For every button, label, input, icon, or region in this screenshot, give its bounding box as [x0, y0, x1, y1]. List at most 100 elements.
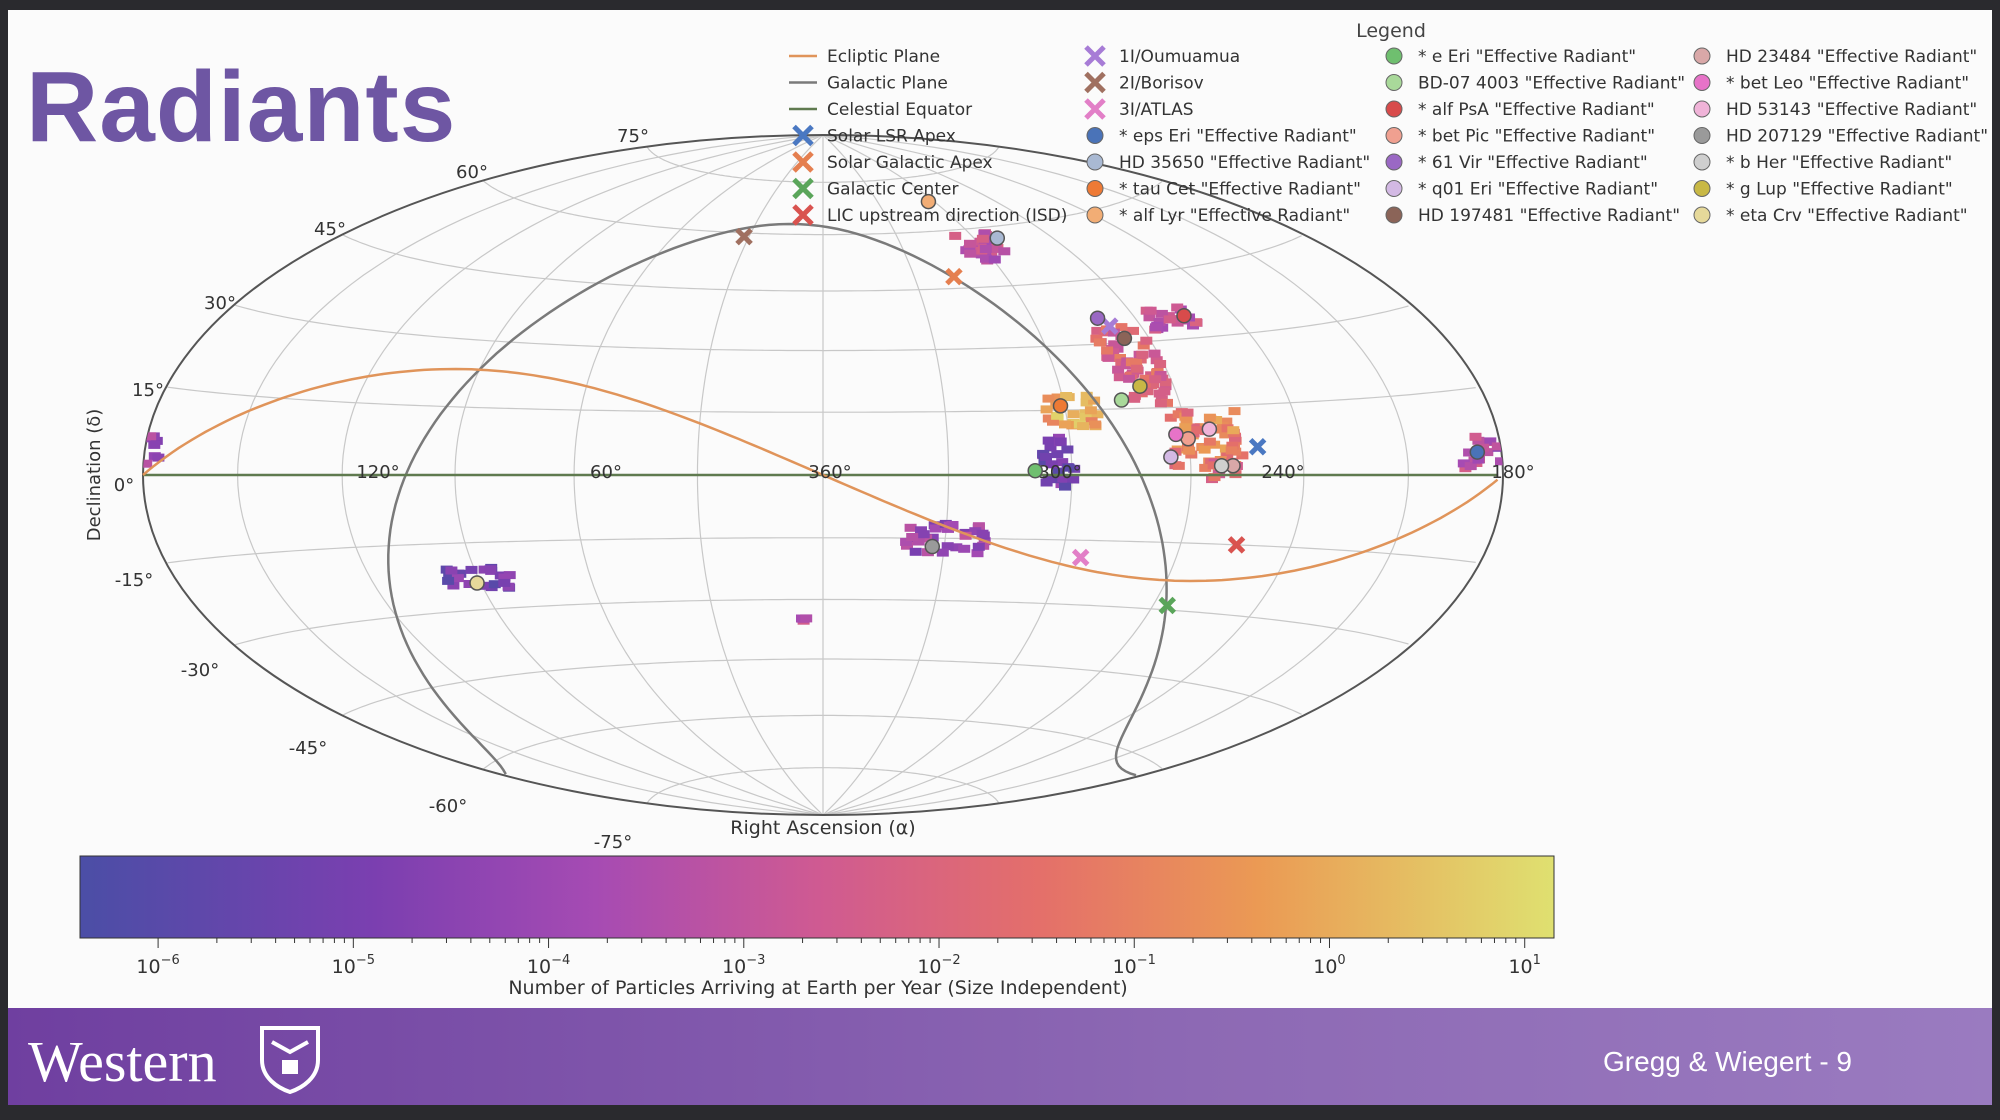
dec-tick-label: 60° [456, 162, 488, 183]
density-cell [969, 527, 982, 536]
density-cell [1114, 354, 1126, 362]
cross-marker [1227, 536, 1246, 554]
density-cell [1463, 448, 1476, 457]
colorbar-tick-label: 10−2 [917, 953, 960, 978]
legend-dot-swatch [1693, 206, 1711, 224]
density-cell [1130, 358, 1142, 367]
density-cell [1148, 349, 1161, 358]
density-cell [972, 542, 985, 551]
density-cell [1154, 360, 1167, 368]
density-cell [1198, 445, 1211, 454]
density-cell [1179, 423, 1192, 432]
cross-marker [792, 151, 814, 173]
radiant-marker [1089, 310, 1106, 326]
density-cell [906, 533, 919, 541]
density-cell [1130, 364, 1143, 373]
colorbar-tick-label: 10−6 [136, 953, 179, 978]
density-clusters [143, 229, 1503, 625]
density-cell [478, 581, 491, 590]
dec-gridline [167, 386, 1476, 413]
axis-ticks: 120° 60° 360° 300° 240° 180° 75° 60° 45° 30° 15° 0°… [114, 126, 1535, 853]
density-cell [1067, 475, 1080, 484]
radiant-chart: 120° 60° 360° 300° 240° 180° 75° 60° 45° 30° 15° 0°… [79, 20, 1988, 999]
density-cell [904, 523, 917, 532]
dec-tick-label: 0° [114, 475, 134, 496]
density-cell [971, 549, 984, 558]
slide-title: Radiants [26, 51, 457, 163]
density-cell [950, 543, 963, 552]
density-cell [1164, 413, 1177, 422]
density-cell [1051, 450, 1064, 459]
density-cell [1108, 340, 1121, 349]
legend-entry: HD 53143 "Effective Radiant" [1726, 100, 1977, 120]
legend-entry: * b Her "Effective Radiant" [1726, 153, 1952, 173]
density-cell [144, 432, 157, 441]
colorbar-tick-label: 10−3 [722, 953, 765, 978]
density-cell [1038, 457, 1051, 466]
density-cell [1220, 417, 1233, 426]
density-cell [1159, 378, 1172, 387]
cross-marker [945, 267, 963, 286]
density-cell [1150, 323, 1162, 332]
colorbar-tick-label: 100 [1313, 953, 1345, 978]
density-cell [1144, 306, 1157, 315]
density-cell [1464, 462, 1477, 471]
density-cell [1190, 318, 1202, 327]
density-cell [1040, 405, 1053, 414]
legend-dot-swatch [1693, 100, 1711, 118]
legend-entry: * tau Cet "Effective Radiant" [1119, 180, 1361, 200]
density-cell [1457, 459, 1470, 468]
density-cell [1481, 448, 1494, 457]
y-axis-label: Declination (δ) [84, 409, 105, 542]
density-cell [949, 231, 962, 240]
density-cell [972, 522, 985, 531]
colorbar-label: Number of Particles Arriving at Earth pe… [508, 977, 1127, 999]
density-cell [1057, 474, 1070, 483]
university-crest-icon [260, 1026, 320, 1094]
radiant-marker [924, 538, 941, 555]
cross-marker [1100, 317, 1119, 335]
ra-tick-label: 300° [1038, 462, 1081, 483]
legend-entry: Solar LSR Apex [827, 127, 956, 147]
dec-tick-label: -45° [289, 738, 327, 759]
cross-marker [792, 124, 814, 147]
density-cell [1051, 393, 1064, 402]
density-cell [998, 247, 1011, 256]
density-cell [1093, 338, 1106, 347]
density-cell [1079, 412, 1092, 421]
colorbar-tick-label: 10−5 [332, 953, 375, 978]
density-cell [1127, 326, 1139, 335]
density-cell [1183, 446, 1196, 455]
density-cell [447, 581, 460, 590]
density-cell [929, 524, 942, 533]
ra-tick-label: 60° [590, 462, 622, 483]
radiant-marker [920, 193, 937, 210]
legend-dot-swatch [1385, 74, 1403, 91]
cross-marker [1071, 548, 1090, 567]
cross-marker [1084, 45, 1106, 67]
radiant-marker [1163, 449, 1179, 465]
density-cell [1171, 303, 1184, 312]
density-cell [1040, 478, 1053, 487]
density-cell [1107, 346, 1120, 354]
density-cell [988, 255, 1001, 264]
legend-dot-swatch [1693, 153, 1711, 171]
density-cell [1089, 420, 1102, 429]
legend-entry: Ecliptic Plane [827, 47, 940, 67]
cross-marker [1248, 437, 1267, 456]
density-cell [1226, 441, 1239, 450]
density-cell [978, 229, 991, 238]
ra-tick-label: 360° [808, 462, 851, 483]
density-cell [1495, 457, 1503, 466]
density-cell [1208, 473, 1221, 482]
legend-entry: LIC upstream direction (ISD) [827, 206, 1067, 226]
radiant-marker [469, 575, 485, 591]
density-cell [445, 566, 458, 575]
density-cell [1062, 463, 1075, 472]
density-cell [946, 521, 959, 529]
density-cell [1172, 410, 1185, 419]
density-cell [936, 548, 949, 557]
density-cell [1229, 434, 1242, 443]
density-cell [1228, 407, 1241, 416]
colorbar-tick-label: 10−4 [527, 953, 570, 978]
